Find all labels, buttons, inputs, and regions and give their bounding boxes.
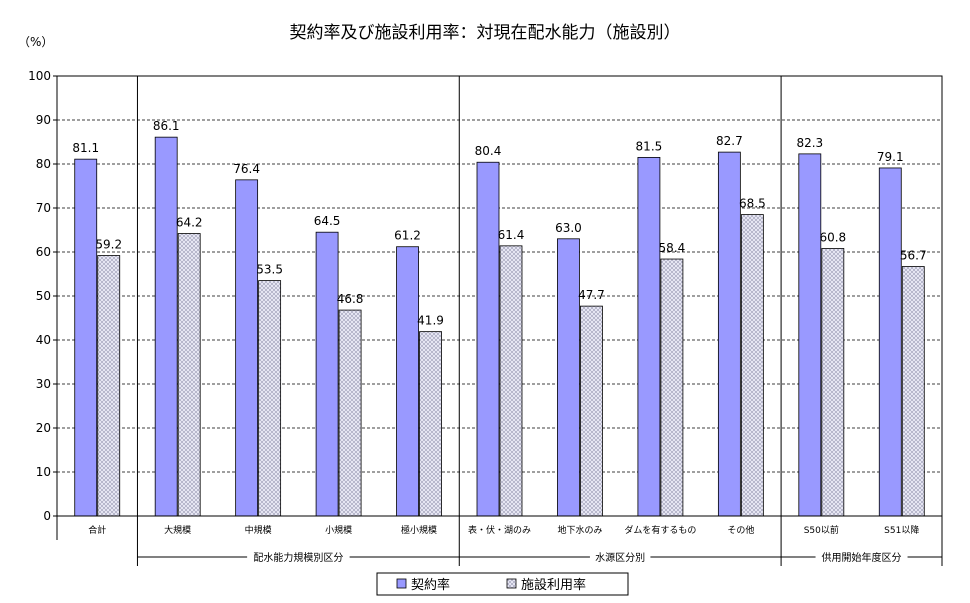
x-group-label: 供用開始年度区分: [822, 551, 902, 564]
data-label: 81.5: [636, 139, 663, 153]
data-label: 82.3: [796, 136, 823, 150]
data-label: 61.2: [394, 229, 421, 243]
data-label: 81.1: [72, 141, 99, 155]
x-category-label: 大規模: [164, 524, 191, 536]
y-tick-label: 50: [36, 289, 51, 303]
data-label: 46.8: [337, 292, 364, 306]
y-tick-label: 100: [28, 69, 51, 83]
bar-facility-utilization: [901, 266, 925, 517]
bar-facility-utilization: [97, 255, 121, 517]
data-label: 82.7: [716, 134, 743, 148]
data-labels: 81.1 86.1 76.4 64.5 61.2 80.4 63.0 81.5 82.7 82.3…: [72, 119, 926, 327]
bar-facility-utilization: [419, 331, 442, 517]
gridlines: [57, 119, 942, 473]
x-category-label: 合計: [88, 524, 106, 536]
bar-facility-utilization: [821, 248, 845, 517]
x-category-label: 表・伏・湖のみ: [468, 524, 531, 536]
y-tick-label: 10: [36, 465, 51, 479]
y-tick-label: 60: [36, 245, 51, 259]
bar-contract-rate: [235, 179, 259, 517]
x-axis-category-labels: 合計 大規模 中規模 小規模 極小規模 表・伏・湖のみ 地下水のみ ダムを有するもの その他 S5…: [88, 524, 919, 536]
data-label: 63.0: [555, 221, 582, 235]
data-label: 56.7: [900, 249, 927, 263]
data-label: 79.1: [877, 150, 904, 164]
x-category-label: 地下水のみ: [557, 524, 602, 536]
bar-facility-utilization: [740, 214, 764, 517]
y-tick-label: 20: [36, 421, 51, 435]
bar-contract-rate: [717, 151, 741, 517]
bar-facility-utilization: [660, 258, 684, 517]
x-category-label: 小規模: [325, 525, 352, 536]
y-tick-label: 80: [36, 157, 51, 171]
legend-swatch: [506, 578, 517, 589]
data-label: 60.8: [819, 230, 846, 244]
x-group-label: 配水能力規模別区分: [253, 551, 343, 564]
bar-contract-rate: [476, 161, 500, 517]
x-category-label: 極小規模: [401, 524, 437, 536]
bar-contract-rate: [798, 153, 822, 517]
y-axis-ticks: 0 10 20 30 40 50 60 70 80 90 100: [28, 69, 57, 523]
bar-contract-rate: [396, 246, 419, 517]
bar-facility-utilization: [258, 280, 282, 517]
bars: [74, 136, 925, 517]
data-label: 59.2: [95, 238, 122, 252]
legend-label: 施設利用率: [521, 577, 586, 593]
bar-contract-rate: [878, 167, 902, 517]
bar-contract-rate: [637, 156, 661, 517]
bar-facility-utilization: [338, 309, 362, 517]
legend-swatch: [396, 578, 407, 589]
data-label: 53.5: [256, 263, 283, 277]
y-axis-unit-label: （%）: [18, 35, 53, 49]
bar-contract-rate: [315, 231, 339, 517]
x-category-label: ダムを有するもの: [624, 524, 696, 536]
x-category-label: S50以前: [804, 524, 839, 536]
data-label: 64.5: [314, 214, 341, 228]
x-category-label: その他: [727, 524, 754, 536]
data-label: 61.4: [498, 228, 525, 242]
legend-label: 契約率: [411, 577, 450, 593]
data-label: 41.9: [417, 314, 444, 328]
bar-facility-utilization: [499, 245, 523, 517]
x-axis-group-labels: 配水能力規模別区分 水源区分別 供用開始年度区分: [137, 551, 942, 564]
data-label: 68.5: [739, 197, 766, 211]
legend: 契約率 施設利用率: [376, 572, 629, 596]
data-label: 80.4: [475, 144, 502, 158]
chart-title: 契約率及び施設利用率：対現在配水能力（施設別）: [290, 23, 681, 43]
bar-contract-rate: [74, 158, 98, 517]
data-label: 47.7: [578, 288, 605, 302]
bar-contract-rate: [557, 238, 580, 517]
bar-facility-utilization: [580, 305, 603, 517]
y-tick-label: 30: [36, 377, 51, 391]
legend-box: [376, 572, 629, 596]
data-label: 58.4: [659, 241, 686, 255]
y-tick-label: 70: [36, 201, 51, 215]
bar-facility-utilization: [177, 233, 201, 517]
plot-frame: [56, 75, 943, 566]
bar-contract-rate: [154, 136, 178, 517]
x-category-label: S51以降: [884, 524, 919, 536]
y-tick-label: 40: [36, 333, 51, 347]
data-label: 86.1: [153, 119, 180, 133]
x-group-label: 水源区分別: [595, 551, 645, 564]
x-category-label: 中規模: [245, 524, 272, 536]
y-tick-label: 0: [43, 509, 51, 523]
y-tick-label: 90: [36, 113, 51, 127]
data-label: 64.2: [176, 216, 203, 230]
data-label: 76.4: [233, 162, 260, 176]
plot-border: [56, 75, 943, 517]
